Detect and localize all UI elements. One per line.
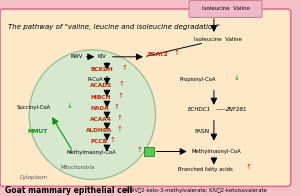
Text: ↑: ↑ [122, 65, 127, 71]
Text: ECHDC1: ECHDC1 [188, 107, 211, 112]
Text: ZNF281: ZNF281 [225, 107, 247, 112]
Text: KIV: KIV [97, 54, 106, 59]
Text: ↑: ↑ [118, 93, 123, 99]
Text: R-CoA: R-CoA [88, 77, 103, 82]
Text: Goat mammary epithelial cell: Goat mammary epithelial cell [5, 186, 132, 195]
Text: HIBCH: HIBCH [90, 95, 111, 100]
Text: ↑: ↑ [119, 81, 125, 87]
Text: Methylmaonyl-CoA: Methylmaonyl-CoA [191, 149, 241, 154]
Text: ↑: ↑ [174, 50, 180, 56]
Text: BCKDH: BCKDH [90, 67, 113, 72]
Text: MMUT: MMUT [27, 129, 48, 134]
Text: Isoleucine  Valine: Isoleucine Valine [202, 6, 250, 12]
Text: Succinyl-CoA: Succinyl-CoA [17, 105, 51, 110]
Text: ↓: ↓ [66, 103, 72, 109]
Text: ——: —— [216, 107, 227, 112]
Text: Isoleucine  Valine: Isoleucine Valine [194, 37, 242, 42]
Text: ↑: ↑ [110, 137, 116, 142]
Text: Methylmaonyl-CoA: Methylmaonyl-CoA [66, 150, 116, 155]
Text: The pathway of "valine, leucine and isoleucine degradation": The pathway of "valine, leucine and isol… [8, 24, 220, 30]
Text: ↑: ↑ [117, 126, 123, 132]
Text: PCCB: PCCB [90, 139, 107, 144]
FancyBboxPatch shape [0, 9, 291, 186]
Text: BCAT2: BCAT2 [148, 52, 169, 57]
Text: ↑: ↑ [117, 115, 123, 121]
Text: Branched fatty acids: Branched fatty acids [178, 167, 233, 172]
FancyBboxPatch shape [144, 147, 154, 156]
Text: FASN: FASN [194, 129, 209, 134]
Text: Propionyl-CoA: Propionyl-CoA [180, 77, 216, 82]
Text: HADA: HADA [90, 106, 109, 111]
Text: ↑: ↑ [114, 104, 119, 110]
Text: ↓: ↓ [233, 75, 239, 81]
Text: KWV: KWV [70, 54, 82, 59]
Text: Cytoplasm: Cytoplasm [20, 175, 48, 180]
Text: Mitochondria: Mitochondria [61, 165, 95, 170]
Text: KWV，2-keto-3-methylvalerate; KIV，2-ketoisovalerate: KWV，2-keto-3-methylvalerate; KIV，2-ketoi… [126, 188, 267, 193]
Text: ↑: ↑ [246, 164, 252, 171]
Ellipse shape [29, 50, 156, 179]
Text: ACAA4: ACAA4 [90, 117, 112, 122]
Text: ↑: ↑ [136, 148, 142, 153]
Text: ALDH6A: ALDH6A [85, 128, 112, 133]
FancyBboxPatch shape [189, 1, 262, 17]
Text: ACADS: ACADS [90, 83, 113, 88]
